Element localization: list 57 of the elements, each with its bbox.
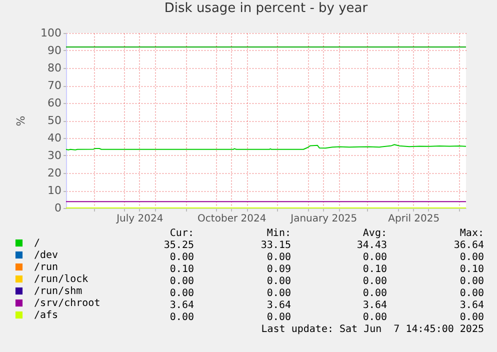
- text: 34.43: [356, 240, 387, 251]
- text: 0.00: [170, 312, 194, 323]
- text: 0.00: [362, 276, 387, 287]
- text: 0.00: [266, 252, 291, 263]
- text: Max:: [460, 228, 484, 239]
- y-tick-label: 40: [48, 132, 62, 144]
- y-axis-title: %: [14, 116, 28, 126]
- text: 33.15: [260, 240, 291, 251]
- text: 0.00: [362, 312, 387, 323]
- text: 0.00: [266, 312, 291, 323]
- legend-label: /srv/chroot: [34, 298, 100, 309]
- y-tick-label: 60: [48, 96, 62, 110]
- y-tick-label: 20: [48, 166, 62, 180]
- text: 0.10: [362, 264, 387, 275]
- y-tick-label: 50: [48, 114, 62, 127]
- x-tick-label: July 2024: [116, 214, 164, 224]
- text: 3.64: [362, 300, 387, 311]
- text: Min:: [266, 228, 291, 239]
- y-tick-label: 100: [40, 26, 62, 40]
- legend-label: /run/shm: [34, 286, 82, 297]
- text: 35.25: [164, 240, 194, 251]
- y-tick-label: 30: [48, 149, 62, 162]
- x-tick-label: October 2024: [198, 214, 266, 224]
- legend-label: /: [34, 238, 40, 249]
- text: 0.10: [170, 264, 194, 275]
- text: 0.00: [460, 288, 484, 299]
- text: Cur:: [170, 228, 194, 239]
- text: 3.64: [460, 300, 484, 311]
- text: 3.64: [266, 300, 291, 311]
- y-tick-label: 0: [54, 202, 62, 214]
- text: 0.00: [362, 252, 387, 263]
- legend-label: /run/lock: [34, 274, 88, 285]
- text: 0.00: [362, 288, 387, 299]
- legend-label: /afs: [34, 310, 58, 321]
- x-tick-label: April 2025: [388, 214, 440, 224]
- text: 0.00: [170, 276, 194, 287]
- text: 0.00: [266, 288, 291, 299]
- text: 0.00: [266, 276, 291, 287]
- y-tick-label: 80: [48, 62, 62, 74]
- text: 0.00: [460, 312, 484, 323]
- text: Avg:: [362, 228, 387, 239]
- x-tick-label: January 2025: [290, 214, 358, 224]
- text: 0.00: [460, 252, 484, 263]
- text: 0.00: [170, 252, 194, 263]
- chart-title: Disk usage in percent - by year: [164, 1, 368, 16]
- text: 0.00: [460, 276, 484, 287]
- y-tick-label: 90: [48, 44, 62, 57]
- text: 36.64: [454, 240, 484, 251]
- text: 3.64: [170, 300, 194, 311]
- y-tick-label: 70: [48, 79, 62, 92]
- text: 0.09: [266, 264, 291, 275]
- text: Last update: Sat Jun 7 14:45:00 2025: [261, 324, 484, 335]
- text: 0.00: [170, 288, 194, 299]
- y-tick-label: 10: [48, 184, 62, 197]
- text: 0.10: [460, 264, 484, 275]
- legend-label: /dev: [34, 250, 58, 261]
- legend-label: /run: [34, 262, 58, 273]
